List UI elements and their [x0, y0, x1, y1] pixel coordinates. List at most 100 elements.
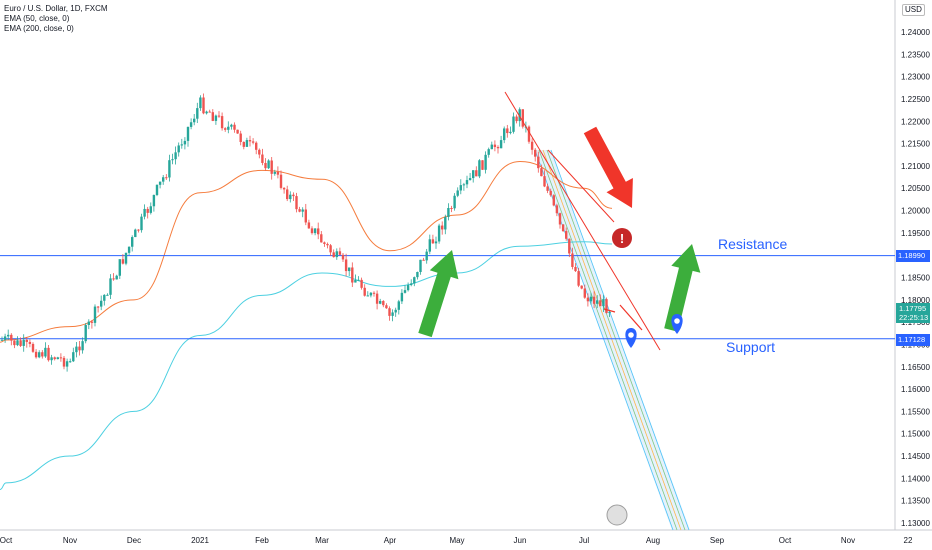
candle-body: [571, 253, 574, 267]
current-price-tag: 1.17795 22:25:13: [896, 303, 930, 323]
candle-body: [478, 160, 481, 177]
time-tick-label: May: [449, 536, 464, 545]
candle-body: [341, 254, 345, 260]
candle-body: [258, 149, 261, 155]
candle-body: [441, 225, 444, 230]
candle-body: [313, 228, 317, 234]
currency-badge[interactable]: USD: [902, 4, 925, 16]
candle-body: [261, 154, 264, 163]
candle-body: [462, 184, 466, 186]
channel-line: [542, 149, 682, 531]
price-axis[interactable]: 1.24000 1.23500 1.23000 1.22500 1.22000 1.215…: [901, 28, 930, 528]
support-price-tag: 1.17128: [896, 334, 930, 346]
candle-body: [580, 285, 583, 289]
candle-body: [75, 346, 78, 353]
ema50-path: [0, 160, 613, 343]
price-tick-label: 1.21500: [901, 140, 930, 149]
candle-body: [140, 216, 143, 231]
candle-body: [468, 178, 472, 181]
candle-body: [363, 287, 366, 296]
candle-body: [65, 361, 69, 367]
candle-body: [3, 336, 7, 340]
time-tick-label: Oct: [779, 536, 792, 545]
candle-body: [518, 109, 521, 122]
candle-body: [561, 224, 565, 232]
legend-ema200: EMA (200, close, 0): [4, 24, 74, 33]
map-pin-dot: [628, 332, 634, 338]
candle-body: [28, 341, 32, 344]
time-tick-label: Oct: [0, 536, 13, 545]
candle-body: [298, 209, 301, 212]
candle-body: [568, 238, 571, 254]
channel-line: [550, 149, 690, 531]
price-tick-label: 1.15000: [901, 430, 930, 439]
candle-body: [236, 129, 239, 134]
candle-body: [25, 339, 28, 342]
candle-body: [481, 160, 484, 170]
candle-body: [403, 290, 407, 293]
candle-body: [199, 97, 202, 109]
time-tick-label: Dec: [127, 536, 141, 545]
time-tick-label: Nov: [63, 536, 77, 545]
price-tick-label: 1.18500: [901, 274, 930, 283]
price-tick-label: 1.13000: [901, 519, 930, 528]
candle-body: [152, 194, 156, 207]
candle-body: [379, 300, 382, 304]
candle-body: [31, 343, 35, 352]
price-tick-label: 1.22000: [901, 117, 930, 126]
candle-body: [137, 229, 140, 231]
candle-body: [394, 309, 397, 313]
candle-body: [90, 321, 94, 323]
drawings: !: [418, 91, 701, 526]
candle-body: [608, 311, 611, 314]
time-axis[interactable]: Oct Nov Dec 2021 Feb Mar Apr May Jun Jul Aug Sep Oct…: [0, 536, 913, 545]
candle-body: [301, 209, 304, 212]
candle-body: [87, 321, 90, 325]
candle-body: [202, 97, 205, 114]
candle-body: [16, 340, 19, 346]
candle-body: [100, 300, 103, 307]
candle-body: [475, 170, 478, 177]
candle-body: [586, 297, 590, 302]
up-arrow: [664, 244, 701, 332]
candle-body: [444, 216, 447, 230]
candle-body: [391, 312, 394, 316]
candle-body: [326, 243, 329, 246]
candle-body: [434, 241, 438, 244]
price-tick-label: 1.20500: [901, 184, 930, 193]
candle-body: [459, 185, 462, 191]
candle-body: [388, 308, 391, 316]
candle-body: [270, 160, 273, 174]
time-tick-label: Feb: [255, 536, 269, 545]
candle-body: [146, 208, 149, 213]
price-tick-label: 1.23000: [901, 73, 930, 82]
candle-body: [242, 141, 245, 147]
price-tick-label: 1.20000: [901, 207, 930, 216]
price-tick-label: 1.19500: [901, 229, 930, 238]
countdown-timer: 22:25:13: [899, 313, 929, 322]
candle-body: [592, 296, 596, 304]
candle-body: [357, 279, 360, 281]
time-tick-label: Jun: [514, 536, 527, 545]
candle-body: [0, 339, 4, 341]
candle-body: [282, 187, 286, 190]
candle-body: [196, 108, 199, 119]
candle-body: [81, 341, 84, 351]
channel-line: [538, 149, 678, 531]
candle-body: [310, 228, 314, 234]
candle-body: [59, 357, 63, 359]
red-trendline: [603, 308, 616, 313]
candle-body: [574, 266, 577, 272]
candle-body: [419, 259, 422, 272]
red-trendline: [504, 91, 661, 351]
chart-legend: Euro / U.S. Dollar, 1D, FXCM EMA (50, cl…: [4, 4, 108, 34]
legend-symbol: Euro / U.S. Dollar, 1D, FXCM: [4, 4, 108, 13]
map-pin-dot: [674, 318, 680, 324]
candle-body: [534, 149, 537, 157]
candle-body: [96, 306, 100, 308]
candle-body: [583, 288, 586, 298]
candle-body: [255, 142, 258, 150]
candle-body: [267, 160, 270, 169]
candle-body: [549, 190, 552, 196]
